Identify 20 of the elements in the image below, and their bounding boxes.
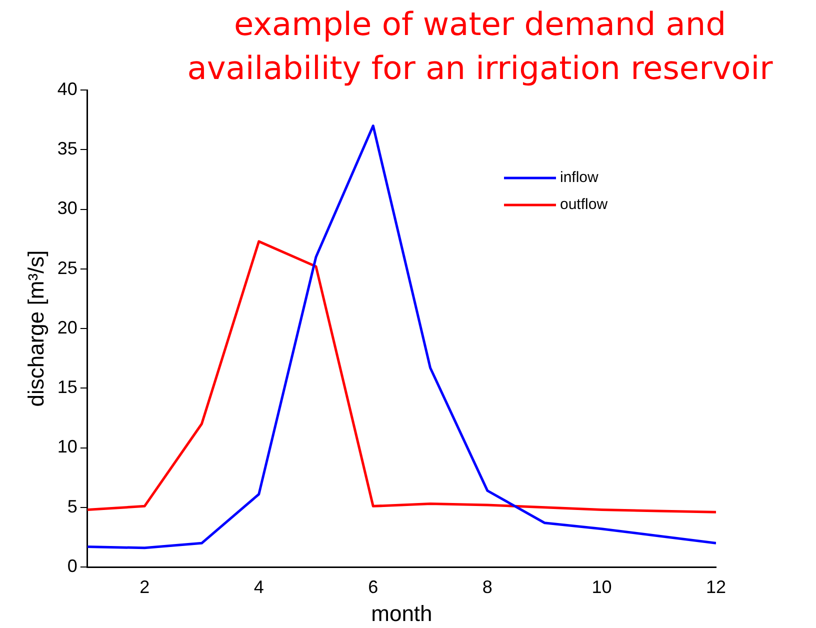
x-axis-title: month — [371, 600, 432, 626]
y-tick-label: 5 — [67, 496, 78, 516]
y-tick-label: 10 — [57, 436, 78, 457]
y-tick-label: 25 — [57, 258, 78, 278]
x-tick-label: 4 — [254, 576, 264, 597]
y-tick-label: 15 — [57, 377, 78, 398]
x-tick-label: 10 — [592, 576, 612, 597]
legend-label: outflow — [560, 196, 608, 214]
x-tick-label: 2 — [140, 576, 150, 597]
y-axis-title: discharge [m³/s] — [23, 250, 48, 407]
x-tick-label: 6 — [368, 576, 378, 597]
chart-title: example of water demand and availability for an irrigation reservoir — [186, 4, 774, 89]
y-tick-label: 30 — [57, 198, 78, 218]
y-tick-label: 20 — [57, 317, 78, 338]
y-tick-label: 0 — [67, 556, 78, 576]
y-tick-label: 40 — [57, 78, 78, 99]
y-tick-label: 35 — [57, 138, 78, 159]
x-tick-label: 12 — [706, 576, 726, 597]
legend-label: inflow — [560, 169, 599, 186]
x-tick-label: 8 — [482, 576, 492, 597]
